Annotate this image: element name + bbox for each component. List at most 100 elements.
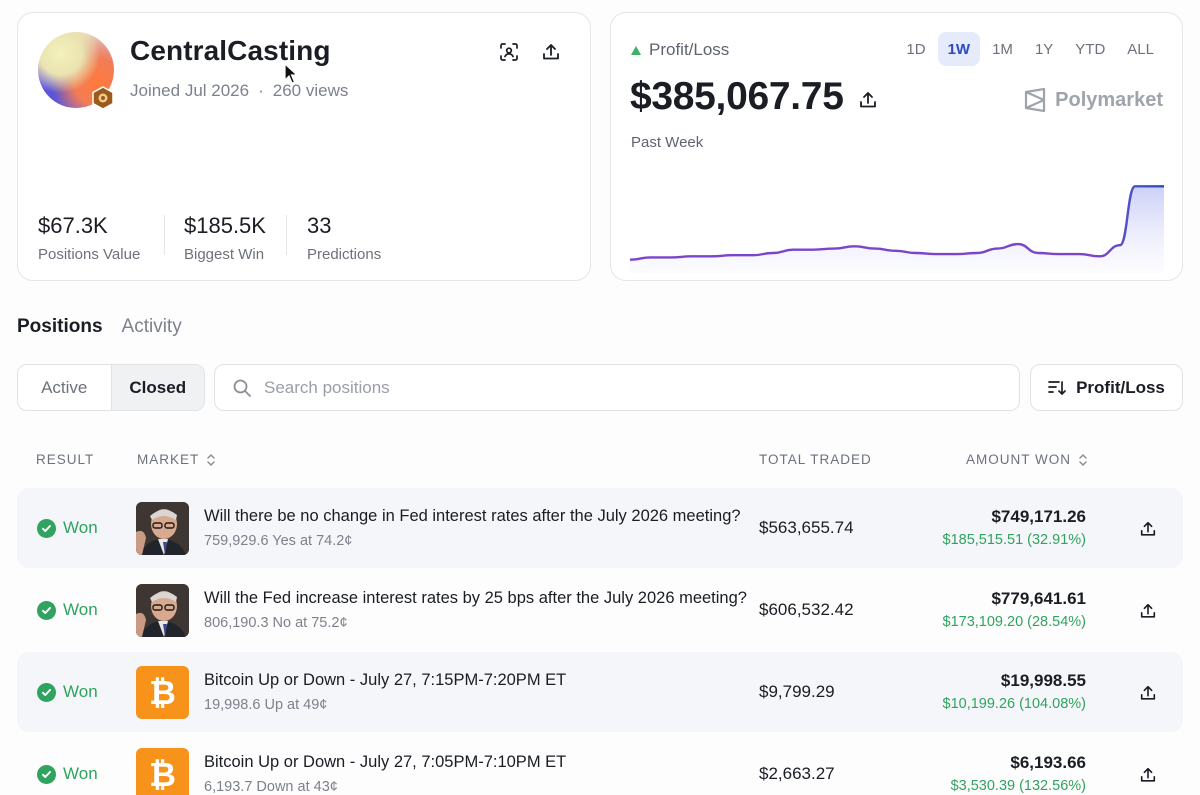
market-title[interactable]: Bitcoin Up or Down - July 27, 7:05PM-7:1… bbox=[204, 753, 567, 771]
search-input[interactable] bbox=[264, 377, 964, 398]
profit-change: $173,109.20 (28.54%) bbox=[942, 614, 1087, 630]
mouse-cursor-icon bbox=[284, 63, 299, 84]
position-detail: 759,929.6 Yes at 74.2¢ bbox=[204, 533, 353, 549]
stat-divider bbox=[286, 215, 287, 255]
range-1y[interactable]: 1Y bbox=[1034, 40, 1054, 58]
market-thumbnail bbox=[136, 584, 189, 637]
tab-activity[interactable]: Activity bbox=[121, 316, 182, 337]
header-market[interactable]: MARKET bbox=[137, 452, 217, 467]
range-all[interactable]: ALL bbox=[1127, 40, 1154, 58]
share-icon[interactable] bbox=[1136, 599, 1160, 623]
stat-biggest-win: $185.5K Biggest Win bbox=[184, 213, 266, 263]
result-badge: Won bbox=[37, 518, 98, 538]
period-label: Past Week bbox=[631, 134, 704, 151]
market-title[interactable]: Will there be no change in Fed interest … bbox=[204, 507, 741, 525]
range-ytd[interactable]: YTD bbox=[1075, 40, 1106, 58]
range-1w[interactable]: 1W bbox=[937, 32, 981, 66]
amount-won: $19,998.55 bbox=[1000, 671, 1086, 690]
table-row[interactable]: Won ₿ Bitcoin Up or Down - July 27, 7:15… bbox=[17, 652, 1183, 732]
result-badge: Won bbox=[37, 682, 98, 702]
profit-change: $3,530.39 (132.56%) bbox=[950, 778, 1086, 794]
total-traded: $606,532.42 bbox=[759, 600, 854, 619]
svg-text:₿: ₿ bbox=[149, 674, 176, 711]
search-icon bbox=[233, 379, 251, 397]
profile-meta: Joined Jul 2026 · 260 views bbox=[130, 81, 349, 100]
position-detail: 6,193.7 Down at 43¢ bbox=[204, 779, 338, 795]
header-total-traded: TOTAL TRADED bbox=[759, 452, 872, 467]
check-circle-icon bbox=[37, 764, 56, 784]
stat-label: Predictions bbox=[307, 246, 382, 263]
header-result: RESULT bbox=[36, 452, 95, 467]
joined-date: Joined Jul 2026 bbox=[130, 81, 250, 100]
market-thumbnail bbox=[136, 502, 189, 555]
check-circle-icon bbox=[37, 518, 56, 538]
username: CentralCasting bbox=[130, 35, 331, 66]
amount-won: $749,171.26 bbox=[991, 507, 1086, 526]
range-1d[interactable]: 1D bbox=[906, 40, 926, 58]
segment-active[interactable]: Active bbox=[41, 377, 88, 397]
pnl-amount: $385,067.75 bbox=[630, 75, 844, 118]
share-icon[interactable] bbox=[856, 88, 880, 112]
bitcoin-icon: ₿ bbox=[136, 666, 189, 719]
status-segmented-control: Active Closed bbox=[17, 364, 205, 411]
pnl-chart bbox=[630, 185, 1164, 273]
result-badge: Won bbox=[37, 764, 98, 784]
result-label: Won bbox=[63, 600, 98, 619]
pnl-label-text: Profit/Loss bbox=[649, 40, 730, 59]
market-thumbnail[interactable]: ₿ bbox=[136, 748, 189, 795]
sort-chevrons-icon bbox=[207, 453, 216, 466]
profit-loss-card: Profit/Loss 1D 1W 1M 1Y YTD ALL $385,067.75 P… bbox=[610, 12, 1183, 281]
market-thumbnail[interactable]: ₿ bbox=[136, 666, 189, 719]
amount-won: $6,193.66 bbox=[1010, 753, 1086, 772]
stat-label: Biggest Win bbox=[184, 246, 265, 263]
up-triangle-icon bbox=[631, 45, 641, 55]
stat-divider bbox=[164, 215, 165, 255]
share-icon[interactable] bbox=[539, 40, 563, 64]
polymarket-logo: Polymarket bbox=[1024, 88, 1163, 112]
check-circle-icon bbox=[37, 600, 56, 620]
scan-icon[interactable] bbox=[497, 40, 521, 64]
market-thumbnail[interactable] bbox=[136, 584, 189, 637]
table-row[interactable]: Won ₿ Bitcoin Up or Down - July 27, 7:05… bbox=[17, 734, 1183, 795]
stat-label: Positions Value bbox=[38, 246, 141, 263]
market-title[interactable]: Bitcoin Up or Down - July 27, 7:15PM-7:2… bbox=[204, 671, 567, 689]
stat-predictions: 33 Predictions bbox=[307, 213, 381, 263]
result-label: Won bbox=[63, 682, 98, 701]
brand-name: Polymarket bbox=[1055, 88, 1163, 111]
share-icon[interactable] bbox=[1136, 517, 1160, 541]
share-icon[interactable] bbox=[1136, 681, 1160, 705]
market-thumbnail[interactable] bbox=[136, 502, 189, 555]
header-amount-won[interactable]: AMOUNT WON bbox=[966, 452, 1089, 467]
result-label: Won bbox=[63, 518, 98, 537]
sort-button[interactable]: Profit/Loss bbox=[1030, 364, 1183, 411]
pnl-label: Profit/Loss bbox=[631, 40, 729, 60]
stat-positions-value: $67.3K Positions Value bbox=[38, 213, 140, 263]
market-title[interactable]: Will the Fed increase interest rates by … bbox=[204, 589, 747, 607]
time-range-selector: 1D 1W 1M 1Y YTD ALL bbox=[896, 32, 1164, 66]
total-traded: $9,799.29 bbox=[759, 682, 835, 701]
sort-icon bbox=[1048, 380, 1066, 395]
stat-value: 33 bbox=[307, 213, 332, 238]
table-row[interactable]: Won Will the Fed increase interest rates… bbox=[17, 570, 1183, 650]
range-1m[interactable]: 1M bbox=[992, 40, 1013, 58]
segment-closed[interactable]: Closed bbox=[110, 365, 204, 410]
position-detail: 806,190.3 No at 75.2¢ bbox=[204, 615, 348, 631]
total-traded: $2,663.27 bbox=[759, 764, 835, 783]
table-row[interactable]: Won Will there be no change in Fed inter… bbox=[17, 488, 1183, 568]
result-badge: Won bbox=[37, 600, 98, 620]
share-icon[interactable] bbox=[1136, 763, 1160, 787]
check-circle-icon bbox=[37, 682, 56, 702]
chart-line bbox=[630, 185, 1164, 261]
profit-change: $10,199.26 (104.08%) bbox=[942, 696, 1087, 712]
total-traded: $563,655.74 bbox=[759, 518, 854, 537]
tab-positions[interactable]: Positions bbox=[17, 316, 103, 337]
stat-value: $67.3K bbox=[38, 213, 108, 238]
badge-icon bbox=[92, 86, 114, 110]
position-detail: 19,998.6 Up at 49¢ bbox=[204, 697, 328, 713]
amount-won: $779,641.61 bbox=[991, 589, 1086, 608]
profit-change: $185,515.51 (32.91%) bbox=[942, 532, 1087, 548]
bitcoin-icon: ₿ bbox=[136, 748, 189, 795]
profile-card: CentralCasting Joined Jul 2026 · 260 views… bbox=[17, 12, 591, 281]
stat-value: $185.5K bbox=[184, 213, 266, 238]
sort-label: Profit/Loss bbox=[1076, 377, 1165, 397]
